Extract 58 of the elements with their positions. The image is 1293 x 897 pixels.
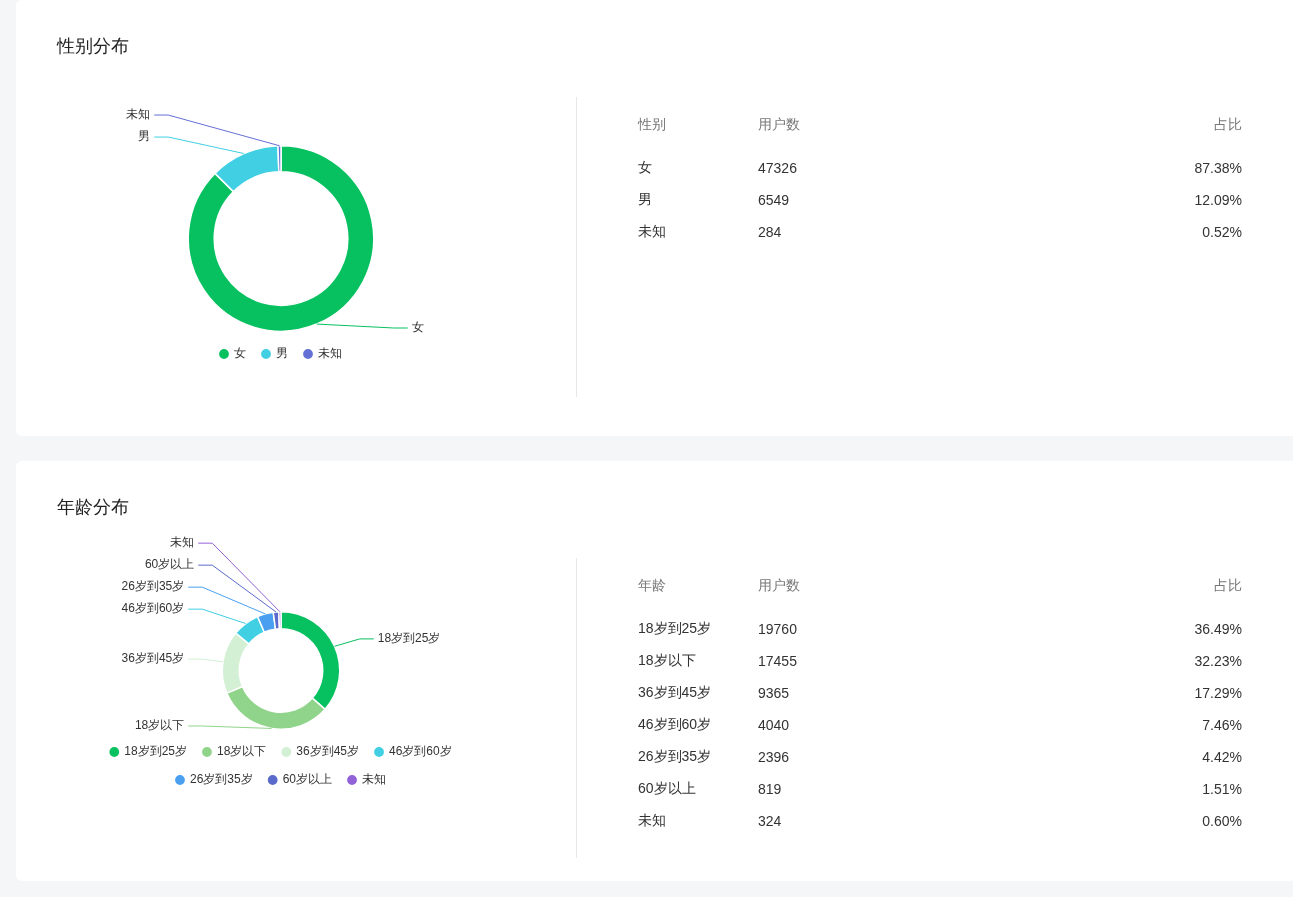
- chart-title: 性别分布: [57, 35, 129, 58]
- text: 60岁以上: [638, 779, 697, 798]
- text: 32.23%: [1193, 652, 1242, 671]
- text: 9365: [758, 684, 791, 703]
- text: 性别: [638, 115, 667, 134]
- text: 819: [758, 780, 783, 799]
- text: 87.38%: [1193, 159, 1242, 178]
- text: 19760: [758, 620, 798, 639]
- text: 1.51%: [1201, 780, 1242, 799]
- slice-label: 男: [138, 129, 151, 144]
- text: 0.60%: [1201, 812, 1242, 831]
- text: 4.42%: [1201, 748, 1242, 767]
- slice-label: 未知: [170, 535, 195, 550]
- legend-label: 未知: [362, 772, 387, 787]
- slice-label: 46岁到60岁: [121, 601, 185, 616]
- text: 284: [758, 223, 783, 242]
- text: 7.46%: [1201, 716, 1242, 735]
- text: 36.49%: [1193, 620, 1242, 639]
- text: 46岁到60岁: [638, 715, 713, 734]
- text: 未知: [638, 222, 667, 241]
- slice-label: 36岁到45岁: [121, 651, 185, 666]
- legend-label: 46岁到60岁: [389, 744, 452, 759]
- text: 女: [638, 158, 653, 177]
- text: 12.09%: [1193, 191, 1242, 210]
- chart-title: 年龄分布: [57, 496, 129, 519]
- legend-label: 女: [234, 346, 246, 361]
- text: 17455: [758, 652, 798, 671]
- text: 36岁到45岁: [638, 683, 713, 702]
- legend-label: 60岁以上: [282, 772, 333, 787]
- text: 年龄: [638, 576, 667, 595]
- text: 男: [638, 190, 653, 209]
- slice-label: 女: [411, 320, 424, 335]
- text: 47326: [758, 159, 798, 178]
- legend-label: 男: [276, 346, 288, 361]
- text: 17.29%: [1193, 684, 1242, 703]
- text: 26岁到35岁: [638, 747, 713, 766]
- legend-label: 36岁到45岁: [296, 744, 360, 759]
- text: 4040: [758, 716, 791, 735]
- text: 占比: [1213, 115, 1242, 134]
- slice-label: 18岁到25岁: [377, 631, 441, 646]
- text: 用户数: [758, 576, 801, 595]
- text: 0.52%: [1201, 223, 1242, 242]
- text: 占比: [1213, 576, 1242, 595]
- text: 未知: [638, 811, 667, 830]
- text: 6549: [758, 191, 791, 210]
- slice-label: 18岁以下: [134, 718, 185, 733]
- legend-label: 26岁到35岁: [189, 772, 253, 787]
- slice-label: 26岁到35岁: [121, 579, 185, 594]
- text: 2396: [758, 748, 791, 767]
- slice-label: 60岁以上: [144, 557, 195, 572]
- legend-label: 未知: [318, 346, 342, 361]
- text: 18岁到25岁: [638, 619, 713, 638]
- text: 324: [758, 812, 783, 831]
- text: 18岁以下: [638, 651, 697, 670]
- legend-label: 18岁以下: [216, 744, 267, 759]
- text: 用户数: [758, 115, 801, 134]
- legend-label: 18岁到25岁: [124, 744, 187, 759]
- slice-label: 未知: [126, 107, 151, 122]
